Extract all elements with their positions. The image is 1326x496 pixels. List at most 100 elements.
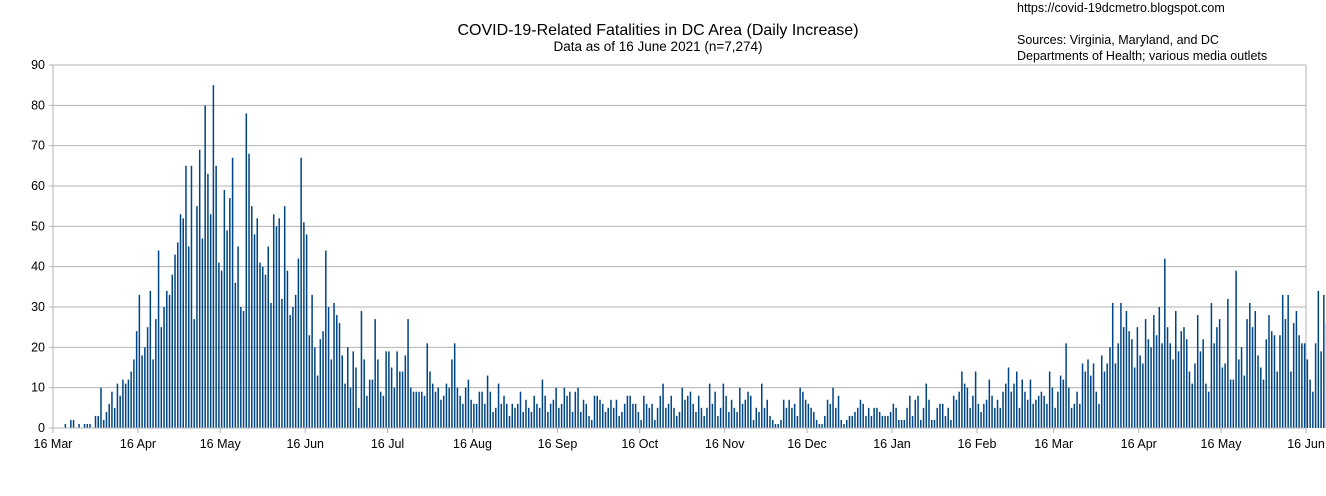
bar	[867, 407, 870, 428]
bar	[149, 290, 152, 428]
bar	[201, 238, 204, 428]
bar	[396, 351, 398, 428]
bar	[198, 149, 201, 428]
bar	[676, 415, 678, 428]
bar	[489, 391, 492, 428]
bar	[648, 407, 651, 428]
bar	[711, 403, 714, 428]
bar	[429, 371, 431, 428]
bar	[1161, 343, 1163, 428]
bar	[374, 319, 376, 428]
bar	[739, 387, 741, 428]
bar	[549, 403, 552, 428]
bar	[1188, 371, 1191, 428]
bar	[780, 419, 782, 428]
bar	[536, 403, 538, 428]
bar	[456, 387, 459, 428]
bar	[994, 407, 996, 428]
bar	[1180, 331, 1182, 428]
bar	[1270, 331, 1273, 428]
bar	[1136, 327, 1139, 428]
bar	[418, 391, 420, 428]
bar	[1139, 355, 1141, 428]
bar	[283, 206, 286, 428]
bar	[495, 407, 497, 428]
bar	[585, 403, 588, 428]
y-tick-label: 80	[31, 98, 45, 112]
bar	[163, 307, 165, 428]
bar	[275, 226, 278, 428]
bar	[399, 371, 401, 428]
bar	[766, 399, 768, 428]
bar	[1227, 298, 1229, 428]
bar	[355, 367, 357, 428]
bar	[1229, 379, 1232, 428]
bar	[777, 423, 779, 428]
bar	[349, 387, 352, 428]
bar	[229, 198, 231, 428]
bar	[1210, 302, 1213, 428]
bar	[884, 415, 886, 428]
bar	[963, 383, 966, 428]
bar	[604, 411, 607, 428]
bar	[119, 395, 121, 428]
bar	[955, 399, 958, 428]
bar	[1257, 355, 1259, 428]
bar	[1238, 359, 1240, 428]
bar	[1185, 339, 1188, 428]
bar	[865, 415, 867, 428]
bar	[462, 403, 464, 428]
bar	[185, 165, 187, 428]
bar	[122, 379, 124, 428]
bar	[944, 415, 947, 428]
bar	[281, 298, 283, 428]
bar	[314, 347, 316, 428]
bar	[829, 403, 832, 428]
bar	[267, 246, 269, 428]
bar	[135, 331, 138, 428]
y-tick-label: 60	[31, 179, 45, 193]
bar	[1002, 391, 1004, 428]
bar	[697, 395, 700, 428]
bar	[234, 282, 237, 428]
bar	[371, 379, 374, 428]
bar	[796, 415, 799, 428]
bar	[325, 250, 327, 428]
bar	[527, 407, 530, 428]
bar	[286, 270, 289, 428]
bar	[824, 415, 826, 428]
bar	[804, 399, 807, 428]
bar	[1166, 327, 1169, 428]
y-tick-label: 0	[38, 421, 45, 435]
bar	[253, 234, 256, 428]
bar	[810, 407, 812, 428]
bar	[1076, 391, 1078, 428]
bar	[330, 359, 333, 428]
bar	[303, 222, 305, 428]
bar	[437, 387, 439, 428]
bar	[196, 206, 198, 428]
bar	[297, 258, 300, 428]
x-tick-label: 16 Apr	[120, 437, 156, 451]
bar	[503, 395, 505, 428]
bar	[1054, 407, 1056, 428]
bar	[102, 419, 105, 428]
bar	[719, 407, 722, 428]
bar	[500, 403, 503, 428]
bar	[591, 419, 593, 428]
bar	[1312, 391, 1314, 428]
bar	[1224, 363, 1226, 428]
bar	[1013, 383, 1015, 428]
bar	[1048, 371, 1051, 428]
bar	[1273, 335, 1276, 428]
bar	[1059, 375, 1062, 428]
bar	[108, 403, 110, 428]
bar	[72, 419, 75, 428]
bar	[1172, 359, 1174, 428]
bar	[1298, 335, 1300, 428]
bar	[522, 411, 524, 428]
bar	[346, 347, 349, 428]
bar	[423, 395, 426, 428]
bar	[459, 395, 461, 428]
